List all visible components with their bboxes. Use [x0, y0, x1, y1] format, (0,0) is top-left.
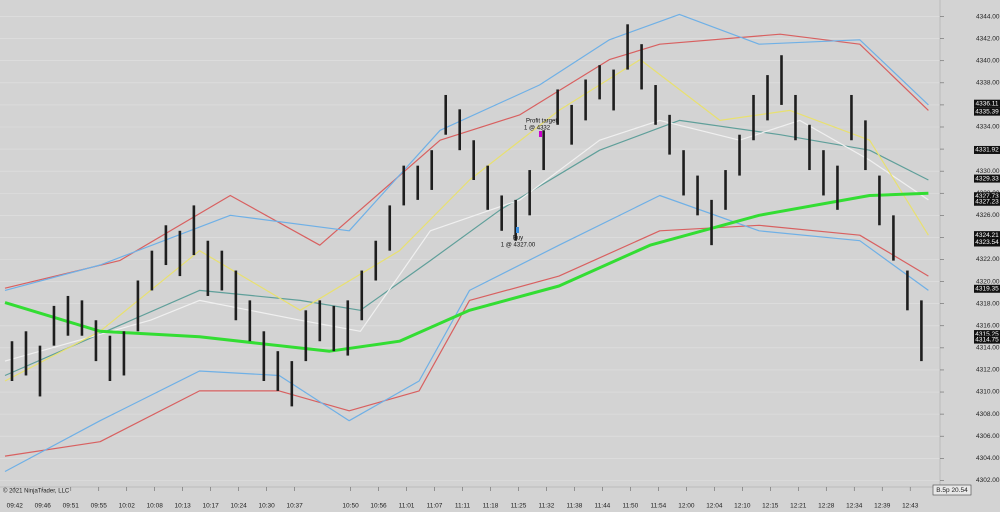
x-tick-label: 10:37: [286, 503, 303, 510]
grid: [0, 16, 940, 481]
indicator-line: [4, 191, 929, 353]
y-tick-label: 4342.00: [976, 35, 1000, 42]
y-tick-label: 4304.00: [976, 455, 1000, 462]
x-tick-label: 12:00: [678, 503, 695, 510]
x-tick-label: 12:43: [902, 503, 919, 510]
y-tick-label: 4314.00: [976, 345, 1000, 352]
price-marker: [974, 231, 1000, 240]
y-tick-label: 4310.00: [976, 389, 1000, 396]
x-tick-label: 11:50: [622, 503, 638, 510]
indicator-line: [4, 194, 929, 473]
x-tick-label: 09:42: [7, 503, 24, 510]
x-tick-label: 10:13: [175, 503, 192, 510]
y-tick-label: 4344.00: [976, 13, 1000, 20]
x-tick-label: 11:11: [455, 503, 471, 510]
x-tick-label: 11:44: [595, 503, 611, 510]
x-tick-label: 09:55: [91, 503, 108, 510]
indicator-line: [4, 58, 929, 382]
x-tick-label: 10:17: [203, 503, 220, 510]
price-marker-label: 4324.21: [975, 232, 999, 239]
y-tick-label: 4340.00: [976, 57, 1000, 64]
y-tick-label: 4322.00: [976, 256, 1000, 263]
indicator-line: [4, 13, 929, 291]
price-marker-label: 4327.73: [975, 193, 999, 200]
y-tick-label: 4326.00: [976, 212, 1000, 219]
price-marker-label: 4319.35: [975, 285, 999, 292]
price-marker-label: 4315.25: [975, 331, 999, 338]
x-tick-label: 09:46: [35, 503, 52, 510]
buy-marker: [516, 227, 519, 233]
x-tick-label: 11:32: [539, 503, 555, 510]
status-box: [932, 484, 972, 496]
price-marker: [974, 330, 1000, 339]
y-tick-label: 4330.00: [976, 168, 1000, 175]
x-tick-label: 10:02: [119, 503, 136, 510]
buy-order: 1 @ 4327.00: [501, 243, 536, 249]
x-tick-label: 12:21: [790, 503, 807, 510]
x-tick-label: 09:51: [63, 503, 80, 510]
x-tick-label: 11:18: [483, 503, 499, 510]
y-tick-label: 4316.00: [976, 322, 1000, 329]
x-tick-label: 11:25: [511, 503, 527, 510]
y-tick-label: 4318.00: [976, 300, 1000, 307]
profit-label: Profit target: [526, 119, 557, 125]
x-tick-label: 10:24: [231, 503, 248, 510]
x-tick-label: 12:28: [818, 503, 835, 510]
x-tick-label: 10:08: [147, 503, 164, 510]
y-tick-label: 4302.00: [976, 477, 1000, 484]
indicator-line: [4, 119, 929, 362]
x-tick-label: 12:39: [874, 503, 891, 510]
price-marker-label: 4329.33: [975, 175, 999, 182]
price-marker-label: 4323.54: [975, 239, 999, 246]
y-tick-label: 4338.00: [976, 80, 1000, 87]
price-marker: [974, 192, 1000, 201]
price-marker: [974, 145, 1000, 154]
axes: 4302.00 4304.00 4306.00 4308.00 4310.00 4312.…: [7, 13, 1000, 510]
price-marker-label: 4331.92: [975, 147, 999, 154]
price-marker: [974, 107, 1000, 116]
profit-marker: [539, 131, 542, 137]
y-tick-label: 4312.00: [976, 367, 1000, 374]
buy-label: Buy: [513, 236, 523, 242]
price-marker: [974, 174, 1000, 183]
x-tick-label: 10:56: [370, 503, 387, 510]
y-tick-label: 4306.00: [976, 433, 1000, 440]
x-tick-label: 11:54: [650, 503, 666, 510]
price-marker-label: 4327.23: [975, 198, 999, 205]
x-tick-label: 10:50: [342, 503, 359, 510]
price-marker: [974, 238, 1000, 247]
x-tick-label: 12:04: [706, 503, 723, 510]
price-marker-label: 4314.75: [975, 336, 999, 343]
y-tick-label: 4308.00: [976, 411, 1000, 418]
x-tick-label: 11:01: [399, 503, 415, 510]
copyright: © 2021 NinjaTrader, LLC: [3, 488, 70, 495]
profit-order: 1 @ 4332: [524, 126, 551, 132]
price-bars: [10, 24, 923, 407]
x-tick-label: 11:07: [427, 503, 443, 510]
price-marker: [974, 335, 1000, 344]
indicator-line: [4, 224, 929, 457]
price-marker: [974, 99, 1000, 108]
x-tick-label: 12:15: [762, 503, 779, 510]
x-tick-label: 10:30: [258, 503, 275, 510]
price-marker: [974, 284, 1000, 293]
x-tick-label: 12:34: [846, 503, 863, 510]
y-tick-label: 4334.00: [976, 124, 1000, 131]
y-tick-label: 4320.00: [976, 278, 1000, 285]
status: B.5p 20.54: [936, 487, 968, 494]
price-marker-label: 4336.11: [975, 100, 998, 107]
price-marker: [974, 197, 1000, 206]
price-marker-label: 4335.39: [975, 108, 999, 115]
x-tick-label: 11:38: [567, 503, 583, 510]
x-tick-label: 12:10: [734, 503, 751, 510]
